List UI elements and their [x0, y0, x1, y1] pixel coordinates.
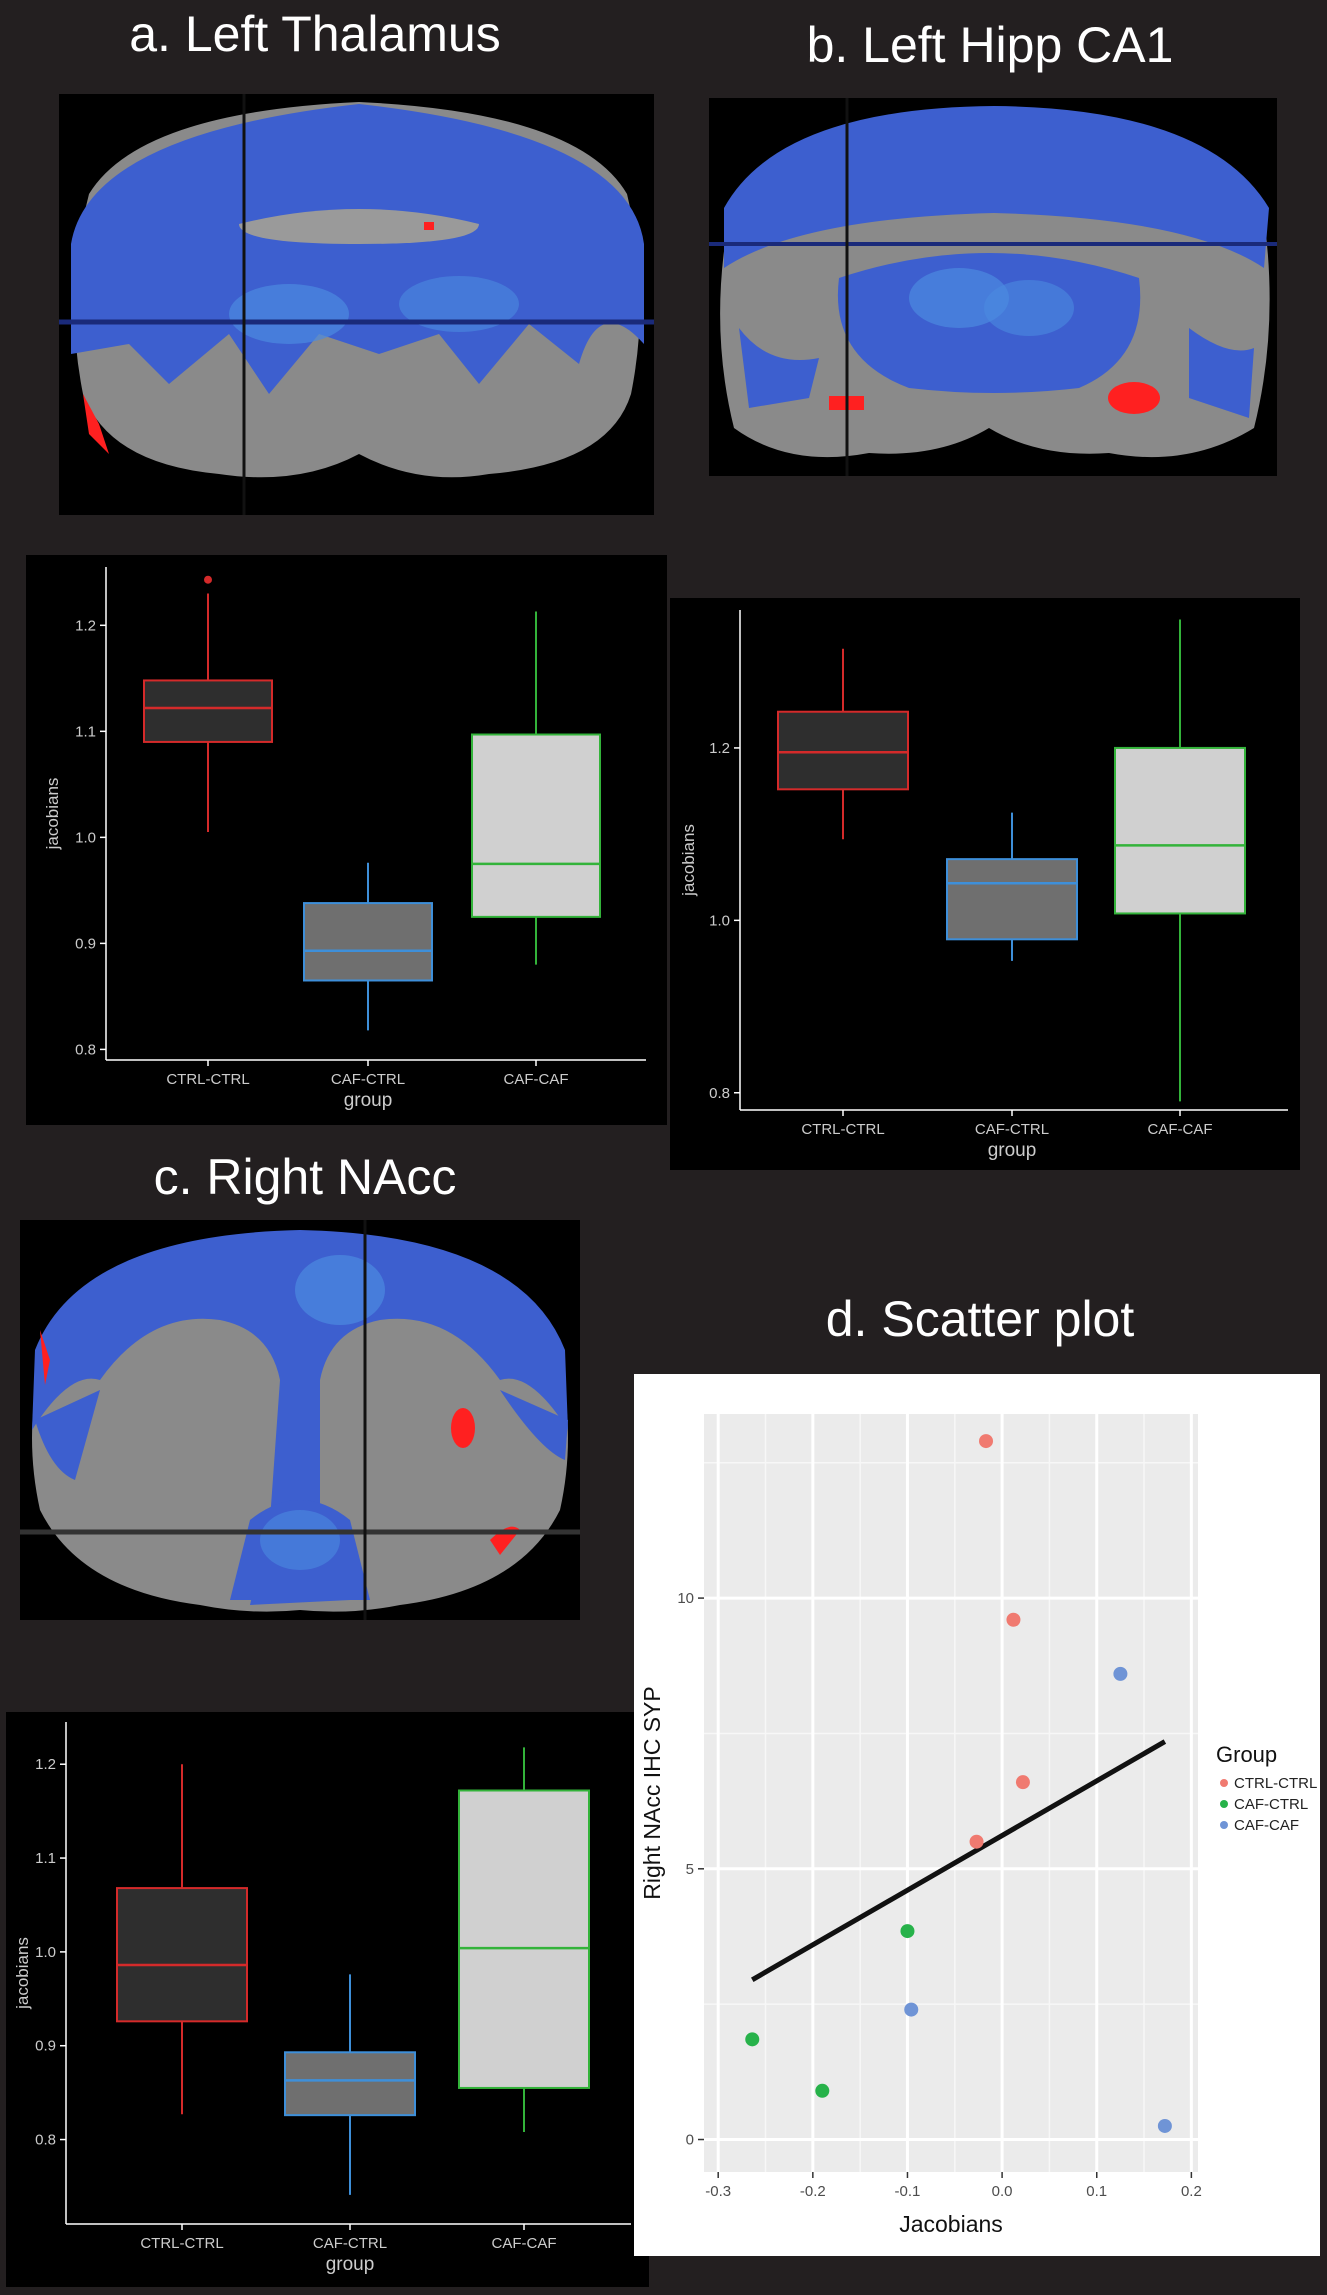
y-tick-label: 0.9: [75, 935, 96, 952]
y-tick-label: 5: [686, 1861, 694, 1878]
y-axis-label: jacobians: [43, 778, 62, 851]
y-axis-label: jacobians: [13, 1937, 32, 2010]
legend-marker: [1220, 1779, 1228, 1787]
y-tick-label: 1.2: [75, 617, 96, 634]
y-tick-label: 1.0: [75, 829, 96, 846]
brain-image-right-nacc: [20, 1220, 580, 1620]
plot-background: [704, 1414, 1198, 2172]
panel-c-title: c. Right NAcc: [153, 1149, 457, 1205]
x-axis-label: group: [344, 1090, 393, 1111]
x-tick-label: CAF-CTRL: [331, 1071, 405, 1088]
brain-image-left-thalamus: [59, 94, 654, 515]
data-point-caf-caf: [904, 2002, 919, 2017]
data-point-caf-ctrl: [745, 2032, 760, 2047]
regression-line: [751, 1739, 1167, 1982]
panel-b-title: b. Left Hipp CA1: [806, 17, 1174, 73]
legend-marker: [1220, 1821, 1228, 1829]
x-axis-label: group: [988, 1140, 1037, 1161]
box-plot-left-hipp-ca1: 0.8 1.0 1.2 CTRL-CTRL CAF-CTRL CAF-CAF group ja…: [670, 598, 1300, 1170]
box-ctrl-ctrl: [777, 710, 909, 791]
x-tick-label: -0.3: [705, 2183, 731, 2200]
x-axis-label: Jacobians: [899, 2211, 1003, 2237]
panel-d-title: d. Scatter plot: [825, 1291, 1135, 1347]
x-tick-label: 0.1: [1086, 2183, 1107, 2200]
x-tick-label: CTRL-CTRL: [801, 1121, 884, 1138]
x-tick-label: CAF-CAF: [504, 1071, 569, 1088]
x-tick-label: CAF-CAF: [1148, 1121, 1213, 1138]
y-tick-label: 0: [686, 2132, 694, 2149]
box-plot-right-nacc: 0.8 0.9 1.0 1.1 1.2 CTRL-CTRL CAF-CTRL CAF-CAF g…: [6, 1712, 649, 2287]
box-caf-ctrl: [946, 858, 1078, 941]
data-point-ctrl-ctrl: [1006, 1612, 1021, 1627]
y-tick-label: 1.0: [709, 912, 730, 929]
y-tick-label: 0.9: [35, 2038, 56, 2055]
x-tick-label: CTRL-CTRL: [166, 1071, 249, 1088]
y-tick-label: 1.1: [35, 1850, 56, 1867]
data-point-ctrl-ctrl: [979, 1434, 994, 1449]
y-tick-label: 0.8: [75, 1041, 96, 1058]
data-point-caf-caf: [1113, 1666, 1128, 1681]
box-caf-ctrl: [284, 2051, 416, 2117]
y-axis-label: Right NAcc IHC SYP: [639, 1686, 665, 1899]
data-point-caf-caf: [1157, 2118, 1172, 2133]
outlier-point: [204, 575, 212, 584]
scatter-plot: -0.3 -0.2 -0.1 0.0 0.1 0.2 0 5 10 Jacobians Right …: [634, 1374, 1320, 2256]
legend-label: CAF-CTRL: [1234, 1796, 1308, 1813]
data-point-caf-ctrl: [900, 1924, 915, 1939]
box-caf-ctrl: [303, 902, 433, 982]
x-tick-label: -0.2: [800, 2183, 826, 2200]
y-tick-label: 0.8: [709, 1085, 730, 1102]
x-axis-label: group: [326, 2254, 375, 2275]
data-point-ctrl-ctrl: [969, 1834, 984, 1849]
brain-image-left-hipp-ca1: [709, 98, 1277, 476]
y-tick-label: 1.1: [75, 723, 96, 740]
x-tick-label: 0.2: [1181, 2183, 1202, 2200]
box-plot-left-thalamus: 0.8 0.9 1.0 1.1 1.2 CTRL-CTRL CAF-CTRL CAF-CAF g…: [26, 555, 667, 1125]
legend-title: Group: [1216, 1742, 1277, 1767]
x-tick-label: CAF-CAF: [492, 2235, 557, 2252]
legend-label: CTRL-CTRL: [1234, 1775, 1317, 1792]
box-caf-caf: [471, 733, 601, 918]
data-point-ctrl-ctrl: [1015, 1775, 1030, 1790]
x-tick-label: -0.1: [895, 2183, 921, 2200]
x-tick-label: CAF-CTRL: [975, 1121, 1049, 1138]
y-axis-label: jacobians: [679, 824, 698, 897]
box-ctrl-ctrl: [116, 1887, 248, 2023]
x-tick-label: CTRL-CTRL: [140, 2235, 223, 2252]
box-ctrl-ctrl: [143, 679, 273, 743]
y-tick-label: 1.2: [35, 1756, 56, 1773]
box-caf-caf: [458, 1789, 590, 2089]
y-tick-label: 1.0: [35, 1944, 56, 1961]
x-tick-label: 0.0: [992, 2183, 1013, 2200]
data-point-caf-ctrl: [815, 2083, 830, 2098]
x-tick-label: CAF-CTRL: [313, 2235, 387, 2252]
y-tick-label: 0.8: [35, 2132, 56, 2149]
legend-marker: [1220, 1800, 1228, 1808]
y-tick-label: 10: [677, 1590, 694, 1607]
y-tick-label: 1.2: [709, 740, 730, 757]
box-caf-caf: [1114, 746, 1246, 915]
legend-label: CAF-CAF: [1234, 1817, 1299, 1834]
panel-a-title: a. Left Thalamus: [129, 6, 501, 62]
